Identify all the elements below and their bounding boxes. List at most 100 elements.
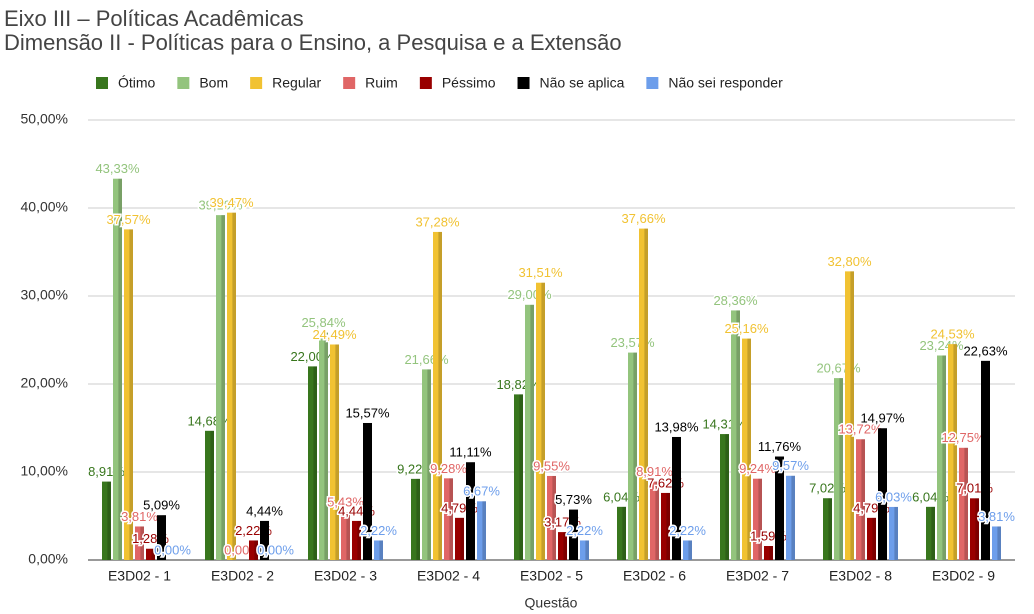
bar bbox=[330, 344, 339, 560]
data-label: 5,09% bbox=[143, 498, 180, 513]
bar bbox=[514, 394, 523, 560]
data-label: 4,44% bbox=[246, 503, 283, 518]
bar bbox=[580, 540, 589, 560]
data-label: 24,53% bbox=[930, 327, 975, 342]
bar bbox=[455, 517, 464, 560]
bar-shade bbox=[644, 228, 648, 561]
bar-shade bbox=[151, 548, 155, 560]
bar bbox=[753, 478, 762, 560]
bar bbox=[856, 439, 865, 560]
data-label: 13,72% bbox=[838, 422, 883, 437]
bar bbox=[260, 520, 269, 560]
data-label: 37,57% bbox=[106, 212, 151, 227]
bar-shade bbox=[758, 478, 762, 560]
data-label: 5,73% bbox=[555, 492, 592, 507]
y-tick-label: 50,00% bbox=[21, 111, 68, 127]
legend-swatch bbox=[96, 77, 108, 89]
y-tick-label: 40,00% bbox=[21, 199, 68, 215]
bar-shade bbox=[622, 506, 626, 560]
data-label: 22,63% bbox=[963, 343, 1008, 358]
data-label: 14,68% bbox=[187, 413, 232, 428]
data-label: 32,80% bbox=[827, 254, 872, 269]
legend-label: Bom bbox=[199, 75, 228, 91]
data-label: 2,22% bbox=[669, 523, 706, 538]
bar bbox=[157, 515, 166, 560]
bar bbox=[937, 355, 946, 560]
bar bbox=[617, 506, 626, 560]
bar bbox=[926, 506, 935, 560]
bar bbox=[525, 304, 534, 560]
bar-shade bbox=[265, 520, 269, 560]
bar-shade bbox=[324, 332, 328, 560]
data-label: 28,36% bbox=[713, 293, 758, 308]
bar bbox=[720, 434, 729, 560]
data-label: 20,67% bbox=[816, 361, 861, 376]
x-tick-label: E3D02 - 5 bbox=[520, 568, 583, 584]
bar bbox=[466, 462, 475, 560]
data-label: 22,00% bbox=[290, 349, 335, 364]
bar-shade bbox=[872, 517, 876, 560]
data-label: 31,51% bbox=[518, 265, 563, 280]
bar-shade bbox=[736, 310, 740, 560]
bar bbox=[558, 532, 567, 560]
bar bbox=[889, 506, 898, 560]
bar-shade bbox=[379, 540, 383, 560]
bar bbox=[249, 540, 258, 560]
data-label: 9,55% bbox=[533, 458, 570, 473]
bar-shade bbox=[129, 229, 133, 560]
x-tick-label: E3D02 - 7 bbox=[726, 568, 789, 584]
bar-shade bbox=[118, 178, 122, 561]
bar-shade bbox=[346, 512, 350, 560]
bar-shade bbox=[861, 439, 865, 560]
data-label: 0,00% bbox=[257, 542, 294, 557]
bar-shade bbox=[975, 498, 979, 560]
legend-swatch bbox=[177, 77, 190, 89]
legend-label: Péssimo bbox=[442, 75, 496, 91]
bar bbox=[444, 478, 453, 560]
legend-label: Não sei responder bbox=[668, 75, 783, 91]
bar-shade bbox=[449, 478, 453, 560]
data-label: 37,66% bbox=[621, 211, 666, 226]
legend-label: Não se aplica bbox=[540, 75, 625, 91]
bar bbox=[102, 481, 111, 560]
bar bbox=[363, 422, 372, 560]
bar bbox=[227, 212, 236, 560]
bar bbox=[422, 369, 431, 560]
x-tick-label: E3D02 - 1 bbox=[108, 568, 171, 584]
bar-shade bbox=[850, 271, 854, 560]
bar bbox=[981, 360, 990, 560]
legend-label: Regular bbox=[272, 75, 321, 91]
bar-shade bbox=[780, 456, 784, 560]
bar bbox=[433, 231, 442, 560]
bar-shade bbox=[368, 422, 372, 560]
bar-shade bbox=[482, 501, 486, 560]
x-tick-label: E3D02 - 8 bbox=[829, 568, 892, 584]
bar-shade bbox=[747, 338, 751, 560]
bar bbox=[731, 310, 740, 560]
bar-shade bbox=[997, 526, 1001, 560]
y-tick-label: 30,00% bbox=[21, 287, 68, 303]
bar bbox=[352, 520, 361, 560]
bar bbox=[477, 501, 486, 560]
bar-shade bbox=[791, 475, 795, 560]
chart-subtitle: Dimensão II - Políticas para o Ensino, a… bbox=[4, 30, 622, 55]
bar-shade bbox=[313, 366, 317, 560]
bar-shade bbox=[221, 215, 225, 561]
data-label: 43,33% bbox=[95, 161, 140, 176]
data-label: 8,91% bbox=[636, 464, 673, 479]
bar bbox=[970, 498, 979, 560]
data-label: 11,11% bbox=[449, 445, 492, 460]
data-label: 5,43% bbox=[327, 495, 364, 510]
bar-shade bbox=[655, 481, 659, 560]
bar bbox=[411, 478, 420, 560]
legend-label: Ótimo bbox=[118, 75, 156, 91]
bar-shade bbox=[471, 462, 475, 560]
data-label: 14,31% bbox=[702, 417, 747, 432]
bar-shade bbox=[107, 481, 111, 560]
bar-shade bbox=[633, 352, 637, 560]
data-label: 9,28% bbox=[430, 461, 467, 476]
bar-shade bbox=[769, 546, 773, 560]
bar bbox=[834, 378, 843, 560]
bar bbox=[639, 228, 648, 561]
data-label: 11,76% bbox=[758, 439, 802, 454]
